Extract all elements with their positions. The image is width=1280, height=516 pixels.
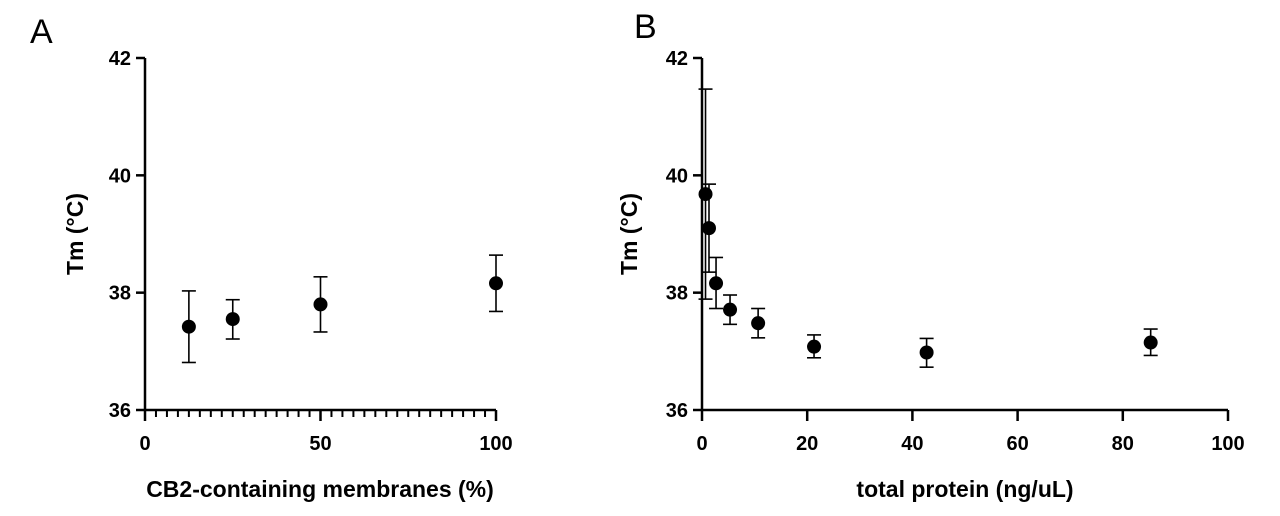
x-tick-label-b: 0: [696, 433, 707, 455]
data-point-b: [751, 307, 766, 339]
data-point-b: [723, 294, 738, 326]
x-axis-label-b: total protein (ng/uL): [856, 476, 1073, 502]
data-point-b: [807, 334, 822, 359]
marker: [807, 339, 822, 354]
panel-letter-a: A: [30, 13, 53, 51]
data-point-b: [709, 256, 724, 310]
y-tick-label-b: 42: [666, 48, 688, 70]
y-tick-label-b: 36: [666, 400, 688, 422]
panel-a: A Tm (°C) CB2-containing membranes (%) 3…: [30, 13, 513, 502]
ticks-a: 36 38 40 42 0 50 100: [109, 48, 513, 455]
marker: [225, 312, 240, 327]
y-tick-label-a: 42: [109, 48, 131, 70]
points-a: [181, 254, 503, 364]
marker: [1143, 335, 1158, 350]
y-axis-label-a: Tm (°C): [62, 193, 88, 275]
data-point-b: [1143, 328, 1158, 357]
points-b: [698, 88, 1158, 368]
data-point-b: [701, 183, 716, 273]
x-tick-label-a: 50: [309, 433, 331, 455]
x-tick-label-a: 0: [139, 433, 150, 455]
panel-letter-b: B: [634, 8, 657, 46]
data-point-a: [181, 290, 196, 364]
panel-b: B Tm (°C) total protein (ng/uL) 36 38 40 42…: [616, 8, 1245, 502]
x-tick-label-b: 100: [1211, 433, 1244, 455]
x-tick-label-a: 100: [479, 433, 512, 455]
x-axis-label-a: CB2-containing membranes (%): [146, 476, 494, 502]
marker: [698, 187, 713, 202]
y-axis-label-b: Tm (°C): [616, 193, 642, 275]
y-tick-label-a: 38: [109, 283, 131, 305]
marker: [919, 345, 934, 360]
y-tick-label-b: 38: [666, 283, 688, 305]
x-tick-label-b: 80: [1112, 433, 1134, 455]
x-tick-label-b: 60: [1006, 433, 1028, 455]
x-tick-label-b: 20: [796, 433, 818, 455]
y-tick-label-b: 40: [666, 165, 688, 187]
y-tick-label-a: 36: [109, 400, 131, 422]
x-tick-label-b: 40: [901, 433, 923, 455]
marker: [181, 319, 196, 334]
marker: [751, 316, 766, 331]
y-tick-label-a: 40: [109, 165, 131, 187]
marker: [709, 276, 724, 291]
marker: [723, 302, 738, 317]
data-point-b: [698, 88, 713, 300]
marker: [313, 297, 328, 312]
data-point-a: [313, 276, 328, 333]
data-point-a: [225, 298, 240, 340]
ticks-b: 36 38 40 42 0 20 40 60 80 100: [666, 48, 1245, 455]
marker: [489, 276, 503, 291]
data-point-b: [919, 337, 934, 368]
data-point-a: [489, 254, 503, 313]
marker: [701, 221, 716, 236]
